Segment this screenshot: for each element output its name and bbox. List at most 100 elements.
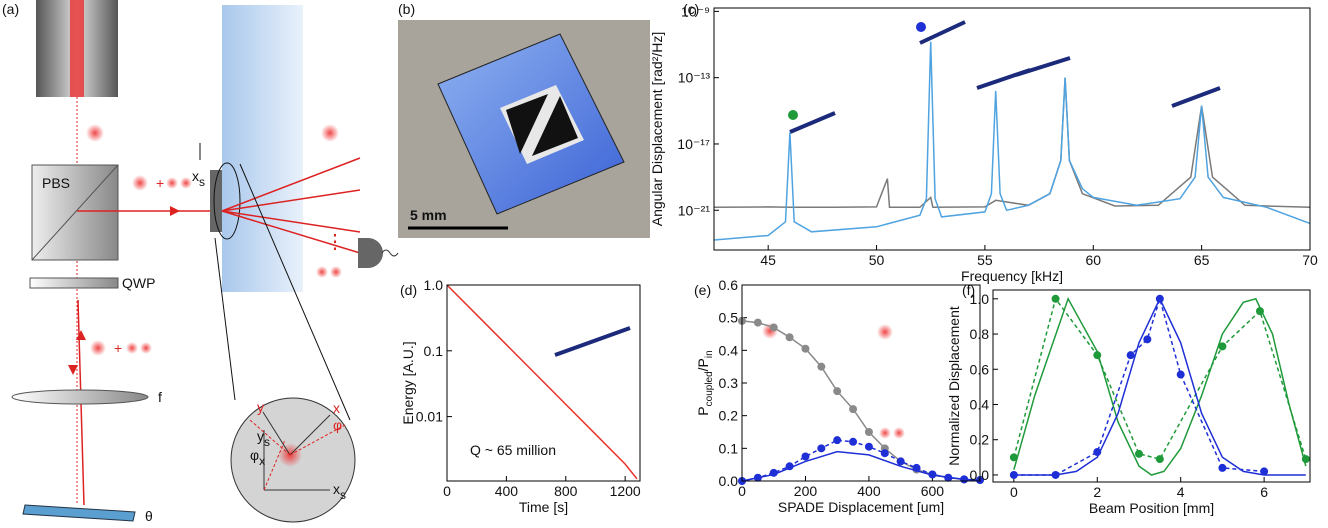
x: x — [192, 168, 199, 184]
mode-spot — [893, 427, 905, 439]
x: x — [259, 454, 265, 468]
x-tick-label: 0 — [443, 483, 451, 499]
y-tick-label: 0.0 — [970, 467, 990, 483]
mode-spot — [877, 324, 893, 340]
y: y — [257, 428, 264, 444]
phi-label: φ — [333, 417, 342, 433]
series-line — [1013, 297, 1306, 476]
point — [1176, 370, 1185, 379]
point — [817, 444, 826, 453]
point — [864, 428, 873, 436]
point — [753, 473, 762, 482]
diagram: (a) PBS + QWP + f θ xs ⋮ y x φ ys φx xs — [2, 0, 399, 524]
y-tick-label: 0.5 — [719, 310, 739, 326]
series-line — [446, 284, 638, 480]
detector-wire — [381, 249, 399, 257]
x-axis-label: Frequency [kHz] — [961, 268, 1063, 284]
x-tick-label: 60 — [1085, 252, 1101, 268]
plot-frame — [446, 284, 641, 482]
point — [753, 318, 762, 327]
series-line — [713, 77, 1311, 209]
point — [912, 463, 921, 472]
beam-fan — [221, 157, 361, 254]
mode-spot — [132, 175, 148, 191]
plot-frame — [741, 284, 981, 482]
point — [785, 333, 794, 342]
x-tick-label: 800 — [554, 483, 578, 499]
detector — [358, 238, 383, 268]
device — [222, 5, 303, 292]
zoom-ellipse — [213, 162, 241, 240]
y-tick-label: 0.4 — [719, 342, 739, 358]
panel-label: (b) — [398, 1, 415, 17]
lens-label: f — [158, 389, 162, 405]
point — [1134, 449, 1143, 458]
s: s — [199, 175, 205, 189]
mode-spot — [126, 342, 138, 354]
panel-label: (a) — [2, 1, 19, 17]
ys-label: ys — [257, 428, 270, 449]
point — [928, 470, 937, 479]
y-tick-label: 10⁻²¹ — [678, 202, 711, 218]
chart: (e) 0 200 400 600 0.0 0.1 0.2 0.3 0.4 0.5 0.6 SPADE … — [694, 277, 984, 515]
series-line — [741, 320, 981, 481]
y-tick-label: 1.0 — [424, 277, 444, 293]
series-line — [1013, 296, 1265, 476]
x-tick-label: 50 — [869, 252, 885, 268]
y-tick-label: 0.1 — [719, 440, 739, 456]
series-line — [1013, 296, 1307, 476]
y-tick-label: 0.6 — [719, 277, 739, 293]
point — [769, 323, 778, 332]
qwp-label: QWP — [122, 275, 155, 291]
lens — [11, 389, 149, 405]
y-label: y — [257, 399, 264, 415]
subscript: in — [704, 350, 715, 358]
x-tick-label: 45 — [760, 252, 776, 268]
x-axis-label: SPADE Displacement [um] — [778, 499, 944, 515]
x-tick-label: 70 — [1302, 252, 1318, 268]
chart: (f) 0 2 4 6 0.0 0.2 0.4 0.6 0.8 1.0 Beam Position [… — [946, 282, 1311, 516]
s: s — [264, 435, 270, 449]
pbs-label: PBS — [42, 175, 70, 191]
point — [769, 468, 778, 477]
y-tick-label: 0.2 — [719, 408, 739, 424]
x-tick-label: 4 — [1177, 484, 1185, 500]
y-axis-label: Energy [A.U.] — [400, 341, 416, 424]
y-tick-label: 10⁻¹³ — [678, 70, 711, 86]
panel-label: (f) — [962, 282, 975, 298]
arrow — [68, 365, 78, 375]
y-tick-label: 0.0 — [719, 473, 739, 489]
point — [1126, 351, 1135, 360]
angle-label: θ — [145, 508, 153, 523]
mode-spot — [879, 427, 891, 439]
mode-spot — [316, 266, 328, 278]
xs-label: xs — [333, 481, 346, 502]
mode-spot — [90, 340, 106, 356]
photo: (b) 5 mm — [398, 1, 650, 238]
plus: + — [114, 340, 122, 356]
mode-spot — [166, 177, 178, 189]
inset-axes — [262, 411, 331, 491]
point — [1155, 294, 1164, 303]
mode-spot — [330, 266, 342, 278]
x-tick-label: 1200 — [610, 483, 641, 499]
point — [880, 449, 889, 458]
mirror-element — [210, 170, 222, 232]
x-tick-label: 400 — [857, 483, 881, 499]
x-label: x — [333, 400, 340, 416]
panel-label: (d) — [400, 282, 417, 298]
point — [833, 436, 842, 445]
beam-core — [70, 0, 84, 97]
chart: (d) 0 400 800 1200 0.01 0.1 1.0 Time [s] Energy [… — [400, 277, 641, 515]
membrane — [532, 96, 578, 156]
mode-spot — [86, 124, 104, 142]
xs-label: xs — [192, 168, 205, 189]
point — [1218, 342, 1227, 351]
point — [801, 452, 810, 461]
y-axis-label: Pcoupled/Pin — [695, 350, 715, 415]
point — [785, 462, 794, 471]
x-tick-label: 200 — [794, 483, 818, 499]
arrow — [76, 330, 86, 340]
point — [833, 387, 842, 396]
